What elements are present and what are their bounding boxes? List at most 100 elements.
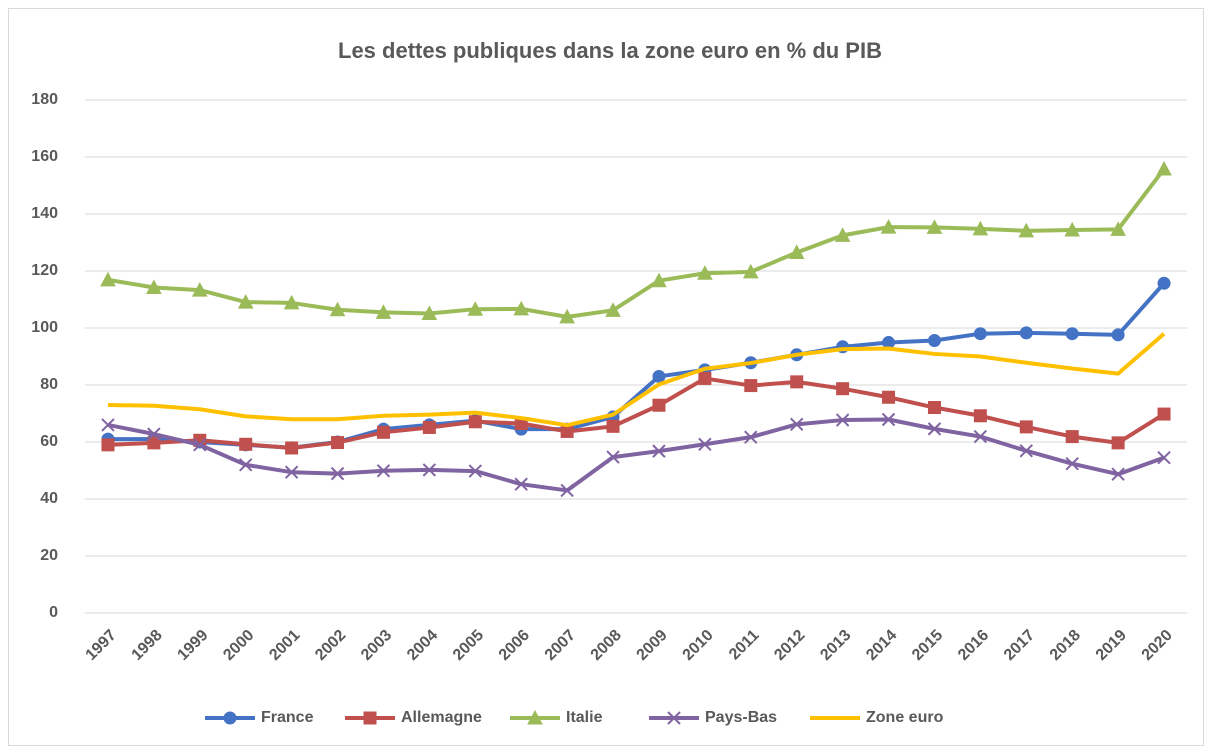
legend-marker <box>223 711 237 725</box>
series-marker <box>1157 450 1171 465</box>
series-marker <box>284 465 299 479</box>
series-marker <box>1110 221 1126 236</box>
series-marker <box>193 438 207 452</box>
y-tick-label: 80 <box>40 376 58 393</box>
series-marker <box>467 301 484 316</box>
series-marker <box>927 422 942 436</box>
series-marker <box>605 302 621 317</box>
series-marker <box>1111 328 1125 342</box>
legend-label: France <box>261 709 314 726</box>
series-marker <box>880 219 897 234</box>
series-marker <box>283 294 300 310</box>
series-marker <box>973 327 987 341</box>
series-marker <box>652 369 666 383</box>
series-marker <box>1064 221 1081 237</box>
series-marker <box>836 382 850 396</box>
series-marker <box>422 463 437 477</box>
legend-marker <box>363 711 377 725</box>
series-marker <box>513 300 530 316</box>
series-marker <box>1019 444 1033 458</box>
series-marker <box>1157 407 1171 421</box>
series-marker <box>652 444 666 458</box>
series-marker <box>973 409 987 423</box>
legend-marker <box>667 711 681 725</box>
y-tick-label: 0 <box>49 604 58 621</box>
series-marker <box>744 430 758 444</box>
series-marker <box>1157 276 1171 290</box>
y-tick-label: 180 <box>31 91 58 108</box>
series-marker <box>101 438 115 452</box>
series-marker <box>606 450 620 464</box>
series-marker <box>239 437 253 451</box>
series-marker <box>559 308 575 324</box>
chart-frame <box>8 8 1204 746</box>
series-marker <box>375 304 392 319</box>
legend-label: Pays-Bas <box>705 709 777 726</box>
series-marker <box>927 401 941 415</box>
series-marker <box>926 219 943 234</box>
series-marker <box>239 458 253 472</box>
series-marker <box>376 425 390 439</box>
series-marker <box>1019 326 1033 340</box>
series-line <box>107 376 1166 450</box>
series-marker <box>698 371 712 385</box>
legend-label: Allemagne <box>401 709 482 726</box>
series-marker <box>329 301 346 317</box>
series-marker <box>146 279 162 295</box>
series-marker <box>972 220 989 236</box>
series-marker <box>697 265 713 280</box>
series-marker <box>927 334 941 348</box>
series-marker <box>1111 467 1125 481</box>
series-marker <box>147 436 161 450</box>
series-line <box>107 167 1166 319</box>
series-marker <box>191 282 208 297</box>
series-marker <box>376 464 391 478</box>
series-marker <box>1065 456 1079 471</box>
series-marker <box>606 419 620 433</box>
series-marker <box>1156 160 1172 176</box>
series-marker <box>790 375 804 389</box>
series-marker <box>468 464 482 478</box>
series-line <box>107 332 1166 428</box>
y-tick-label: 160 <box>31 148 58 165</box>
chart-title: Les dettes publiques dans la zone euro e… <box>338 38 882 63</box>
series-marker <box>881 412 896 427</box>
series-marker <box>742 263 759 279</box>
series-marker <box>1018 222 1035 238</box>
series-line <box>107 417 1165 493</box>
series-marker <box>101 418 115 432</box>
series-marker <box>835 413 850 427</box>
legend-marker <box>527 709 543 725</box>
series-marker <box>560 424 574 438</box>
series-marker <box>468 415 482 429</box>
series-marker <box>788 244 805 259</box>
series-marker <box>331 436 345 450</box>
series-marker <box>1065 430 1079 444</box>
series-marker <box>1019 420 1033 434</box>
y-tick-label: 100 <box>31 319 58 336</box>
y-tick-label: 40 <box>40 490 58 507</box>
series-marker <box>790 417 804 432</box>
series-marker <box>973 429 988 444</box>
series-marker <box>744 379 758 393</box>
y-tick-label: 20 <box>40 547 58 564</box>
series-marker <box>514 477 528 491</box>
y-tick-label: 60 <box>40 433 58 450</box>
series-marker <box>698 437 712 451</box>
series-marker <box>285 441 299 455</box>
series-marker <box>560 483 574 498</box>
legend-label: Zone euro <box>866 709 944 726</box>
series-marker <box>421 305 438 320</box>
series-marker <box>422 420 436 434</box>
series-marker <box>652 398 666 412</box>
series-marker <box>834 227 851 242</box>
series-marker <box>651 272 667 288</box>
series-marker <box>1065 327 1079 341</box>
legend-label: Italie <box>566 709 603 726</box>
series-marker <box>882 390 896 404</box>
series-marker <box>330 466 345 481</box>
series-marker <box>1111 436 1125 450</box>
series-marker <box>147 427 161 441</box>
